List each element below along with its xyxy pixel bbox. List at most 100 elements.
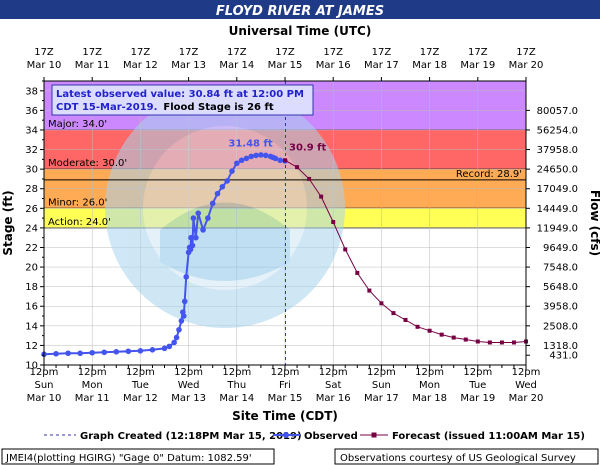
y-tick-label-12: 34	[25, 125, 38, 136]
forecast-point-12	[427, 328, 432, 333]
observed-point-40	[258, 152, 264, 158]
flood-category-label-1: Moderate: 30.0'	[48, 158, 127, 169]
x-top-tick-time-4: 17Z	[227, 47, 247, 58]
observed-point-10	[161, 345, 168, 352]
footer-right-box	[334, 448, 599, 465]
flow-tick-label-11: 37958.0	[537, 145, 578, 156]
x-tick-time-10: 12pm	[512, 367, 541, 378]
observed-point-30	[209, 200, 216, 207]
x-tick-time-1: 12pm	[78, 367, 107, 378]
x-top-tick-time-0: 17Z	[34, 47, 54, 58]
observed-point-12	[171, 339, 177, 346]
observed-point-31	[214, 190, 221, 197]
y-tick-label-1: 12	[25, 341, 38, 352]
x-tick-day-6: Sat	[325, 380, 341, 391]
noaa-watermark	[105, 88, 345, 328]
x-tick-date-9: Mar 19	[460, 393, 495, 404]
observed-point-39	[253, 152, 259, 159]
x-tick-day-3: Wed	[178, 380, 200, 391]
x-tick-date-6: Mar 16	[316, 393, 351, 404]
flow-tick-label-0: 431.0	[549, 351, 578, 362]
x-tick-time-4: 12pm	[222, 367, 251, 378]
x-tick-time-0: 12pm	[30, 367, 59, 378]
x-tick-day-8: Mon	[419, 380, 440, 391]
x-top-tick-time-2: 17Z	[131, 47, 151, 58]
x-tick-time-2: 12pm	[126, 367, 155, 378]
y-tick-label-10: 30	[25, 165, 38, 176]
x-tick-time-3: 12pm	[174, 367, 203, 378]
observed-point-13	[173, 334, 180, 341]
forecast-start-label: 30.9 ft	[289, 142, 327, 153]
observed-point-19	[183, 274, 189, 280]
top-axis-title: Universal Time (UTC)	[229, 24, 372, 38]
title-bar	[0, 0, 600, 19]
x-tick-day-4: Thu	[226, 380, 246, 391]
x-top-tick-time-7: 17Z	[372, 47, 392, 58]
forecast-point-5	[343, 247, 348, 252]
forecast-point-18	[499, 340, 504, 345]
stage-axis: 10 12 14 16 18 20 22 24 26 28 30 32 34 36 38	[25, 80, 44, 372]
x-tick-date-10: Mar 20	[509, 393, 544, 404]
x-tick-date-4: Mar 14	[219, 393, 254, 404]
x-top-tick-date-8: Mar 18	[412, 60, 447, 71]
x-tick-day-1: Mon	[82, 380, 103, 391]
x-top-tick-date-7: Mar 17	[364, 60, 399, 71]
forecast-point-3	[319, 194, 324, 199]
x-axis-label: Site Time (CDT)	[232, 409, 338, 423]
forecast-point-7	[367, 288, 372, 293]
observed-point-29	[205, 215, 211, 221]
observed-point-18	[181, 298, 188, 305]
forecast-point-2	[307, 176, 312, 181]
forecast-point-1	[295, 165, 300, 170]
flow-tick-label-8: 14449.0	[537, 204, 578, 215]
forecast-point-16	[475, 339, 480, 344]
x-tick-time-9: 12pm	[463, 367, 492, 378]
observed-point-8	[137, 348, 144, 354]
x-top-tick-time-9: 17Z	[468, 47, 488, 58]
x-tick-date-7: Mar 17	[364, 393, 399, 404]
y-tick-label-5: 20	[25, 263, 38, 274]
x-top-tick-time-6: 17Z	[323, 47, 343, 58]
observed-point-3	[77, 350, 83, 357]
site-time-axis: 12pm Sun Mar 10 12pm Mon Mar 11 12pm Tue Mar 12 1…	[27, 365, 544, 404]
observed-point-17	[180, 313, 187, 319]
observed-point-24	[189, 242, 196, 249]
forecast-point-8	[379, 301, 384, 306]
legend-observed-marker	[283, 432, 289, 438]
footer-datum: JMEI4(plotting HGIRG) "Gage 0" Datum: 10…	[5, 453, 252, 464]
x-tick-day-5: Fri	[279, 380, 291, 391]
y-tick-label-8: 26	[25, 204, 38, 215]
forecast-point-4	[331, 220, 336, 225]
flood-category-label-2: Minor: 26.0'	[48, 197, 107, 208]
observed-point-32	[219, 183, 226, 190]
observed-point-38	[248, 153, 255, 160]
y-tick-label-13: 36	[25, 106, 38, 117]
forecast-point-17	[487, 340, 492, 345]
flow-tick-label-5: 7548.0	[543, 263, 578, 274]
y-axis-label: Stage (ft)	[1, 190, 15, 255]
x-top-tick-date-5: Mar 15	[268, 60, 303, 71]
forecast-point-0	[283, 158, 287, 163]
x-top-tick-date-0: Mar 10	[27, 60, 62, 71]
observed-point-27	[195, 210, 202, 217]
x-top-tick-date-9: Mar 19	[460, 60, 495, 71]
y-tick-label-2: 14	[25, 321, 38, 332]
observed-point-45	[277, 157, 283, 164]
observed-point-26	[193, 234, 199, 241]
x-top-tick-time-8: 17Z	[420, 47, 440, 58]
x-tick-day-0: Sun	[34, 380, 53, 391]
flow-tick-label-1: 1318.0	[543, 341, 578, 352]
y-tick-label-7: 24	[25, 223, 38, 234]
x-tick-date-2: Mar 12	[123, 393, 158, 404]
x-tick-time-5: 12pm	[271, 367, 300, 378]
flow-tick-label-2: 2508.0	[543, 321, 578, 332]
forecast-point-11	[415, 324, 420, 329]
x-tick-date-5: Mar 15	[268, 393, 303, 404]
observed-point-33	[224, 178, 230, 184]
y-tick-label-4: 18	[25, 282, 38, 293]
x-top-tick-time-5: 17Z	[275, 47, 295, 58]
observed-point-14	[176, 326, 182, 333]
observed-point-7	[125, 348, 132, 355]
observed-point-11	[166, 343, 173, 350]
